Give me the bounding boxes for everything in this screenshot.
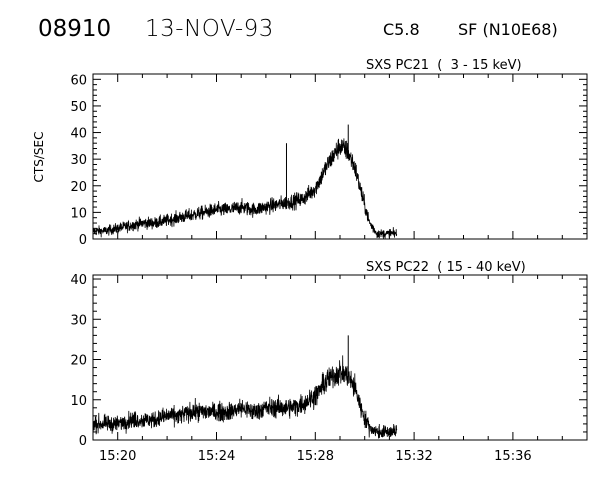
panel1-series-line	[92, 138, 398, 240]
flare-location: SF (N10E68)	[458, 20, 558, 39]
y-tick-label: 30	[70, 313, 87, 328]
panel1-title: SXS PC21 ( 3 - 15 keV)	[366, 58, 522, 73]
x-tick-label: 15:36	[494, 449, 531, 464]
flare-class: C5.8	[383, 20, 420, 39]
x-tick-label: 15:32	[395, 449, 432, 464]
event-id: 08910	[38, 16, 112, 42]
x-tick-label: 15:20	[99, 449, 136, 464]
y-tick-label: 40	[70, 273, 87, 288]
x-tick-label: 15:28	[297, 449, 334, 464]
y-tick-label: 10	[70, 206, 87, 221]
y-tick-label: 30	[70, 153, 87, 168]
y-tick-label: 50	[70, 100, 87, 115]
y-tick-label: 20	[70, 354, 87, 369]
y-tick-label: 0	[79, 233, 87, 248]
y-tick-label: 0	[79, 434, 87, 449]
y-tick-label: 10	[70, 394, 87, 409]
event-date: 13-NOV-93	[145, 16, 274, 42]
panel2-title: SXS PC22 ( 15 - 40 keV)	[366, 260, 526, 275]
y-tick-label: 60	[70, 73, 87, 88]
x-tick-label: 15:24	[198, 449, 235, 464]
y-tick-label: 20	[70, 180, 87, 195]
y-tick-label: 40	[70, 127, 87, 142]
panel2-series-line	[92, 355, 398, 439]
